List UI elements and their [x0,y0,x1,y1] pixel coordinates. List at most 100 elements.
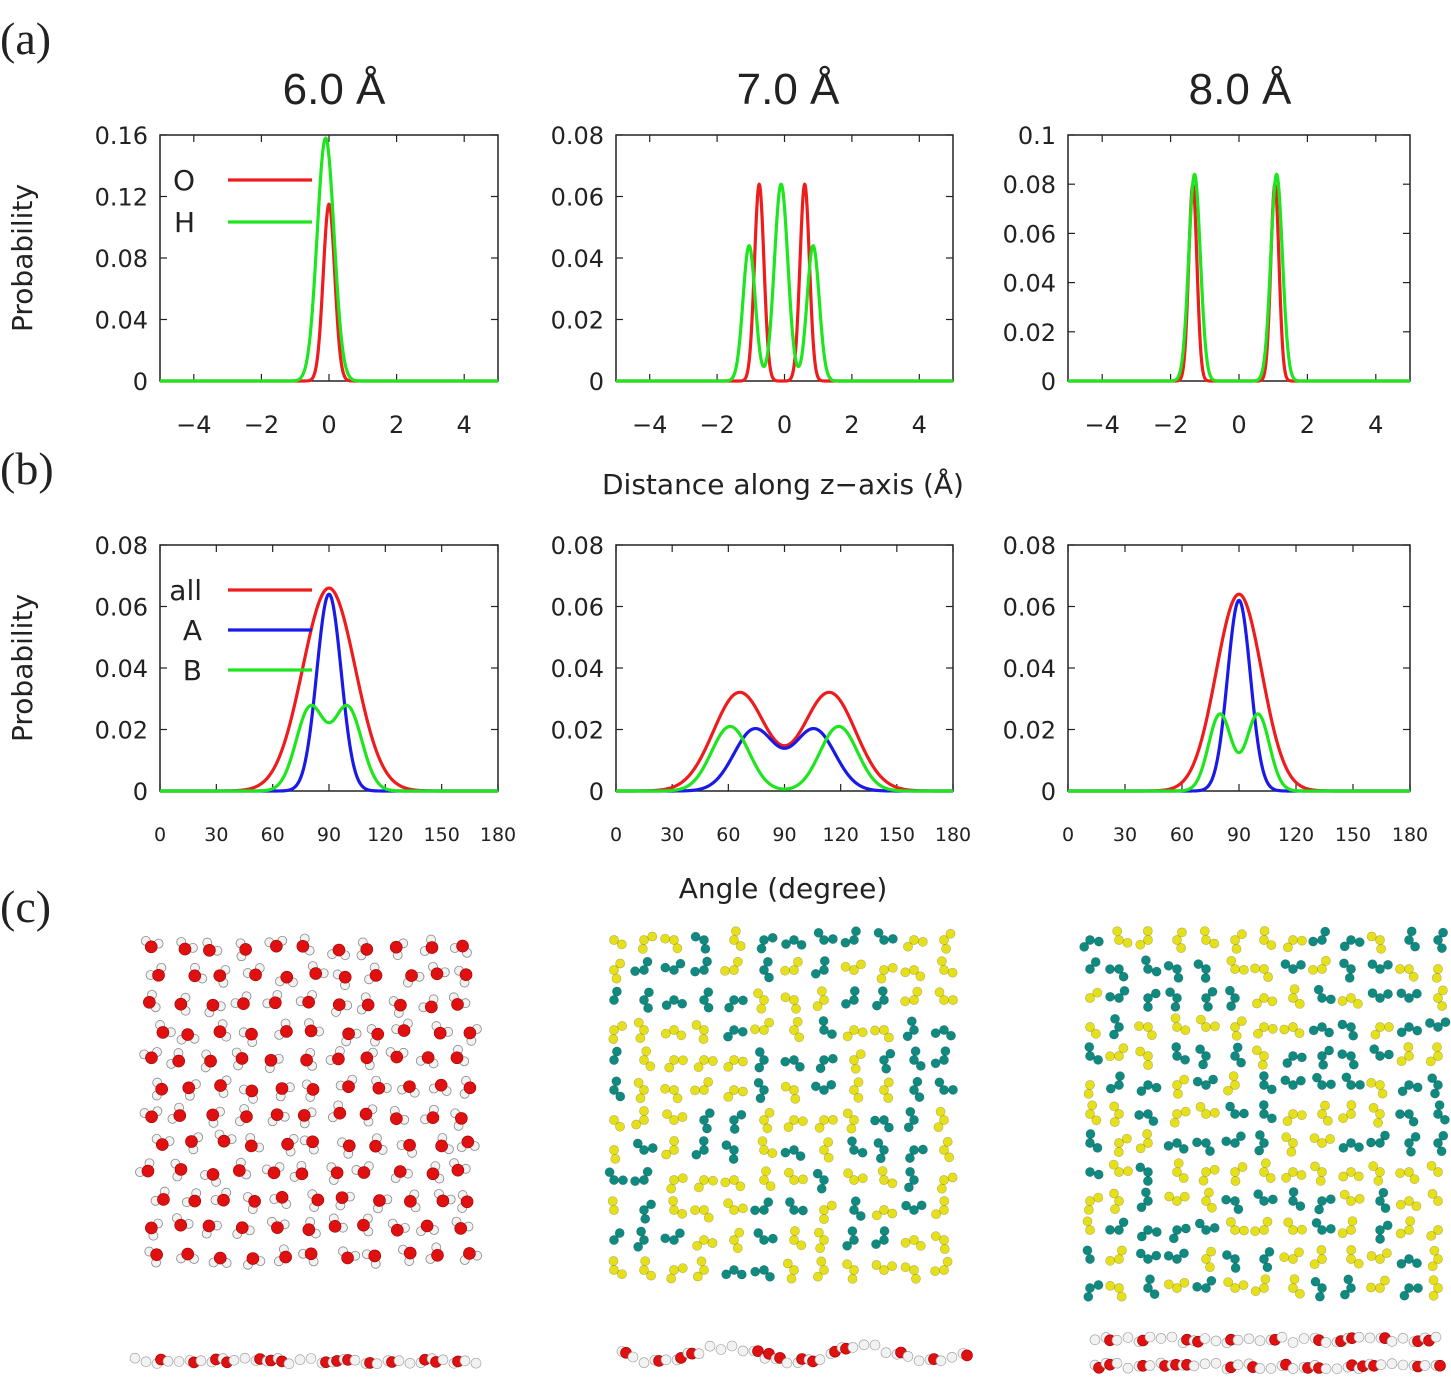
atom [909,1265,919,1275]
atom [723,1031,733,1042]
atom [1384,1049,1394,1060]
atom [877,986,888,996]
hydrogen-atom [660,1354,672,1366]
hydrogen-atom [902,1351,914,1362]
hydrogen-atom [1122,1332,1134,1343]
atom [1409,1174,1420,1184]
atom [669,1136,679,1146]
atom [1136,1231,1147,1242]
row-b-xlabel: Angle (degree) [679,872,888,905]
y-tick-label: 0.16 [95,122,148,150]
atom [1082,1216,1093,1227]
atom [1317,993,1327,1003]
hydrogen-atom [1386,1336,1398,1347]
atom [1135,1046,1146,1057]
hydrogen-atom [1254,1363,1266,1374]
atom [842,1259,852,1270]
y-tick-label: 0.02 [551,717,604,745]
oxygen-atom [420,1219,434,1233]
atom [1354,1142,1364,1152]
oxygen-atom [1434,1359,1446,1372]
atom [644,987,654,998]
structure-7A-top-view [604,926,958,1284]
atom [1427,1189,1438,1199]
atom [1354,1193,1365,1204]
atom [784,1167,794,1178]
atom [1353,998,1363,1009]
atom [1172,1225,1182,1235]
atom [1310,1276,1321,1287]
atom [789,1025,799,1035]
hydrogen-atom [1111,1357,1123,1369]
charts: 00.040.080.120.16−4 −2 0 2 4OH00.020.040.060… [95,122,1429,846]
oxygen-atom [391,1223,404,1237]
atom [1346,1245,1357,1255]
atom [1404,935,1414,945]
x-tick-label: 0 [610,824,622,846]
oxygen-atom [369,969,383,982]
atom [1230,964,1240,974]
atom [940,1046,951,1056]
atom [1091,1028,1101,1039]
hydrogen-atom [1320,1337,1332,1348]
atom [780,1147,791,1158]
x-tick-label: 150 [879,824,915,846]
y-tick-label: 0.08 [551,532,604,560]
atom [609,1115,619,1125]
atom [1201,1051,1211,1061]
atom [879,1055,889,1065]
oxygen-atom [213,1251,227,1265]
atom [1201,1167,1211,1177]
atom [934,1077,945,1088]
atom [1264,1247,1275,1257]
atom [1238,1280,1249,1290]
atom [1148,1116,1159,1127]
atom [780,1056,791,1067]
atom [702,1123,712,1134]
oxygen-atom [304,1024,318,1038]
atom [1221,1136,1232,1147]
atom [736,1269,747,1280]
atom [1117,1245,1127,1256]
atom [916,1200,927,1211]
atom [847,1274,858,1284]
atom [853,1092,864,1103]
atom [618,1175,628,1186]
hydrogen-atom [1419,1360,1431,1371]
oxygen-atom [174,1218,188,1232]
oxygen-atom [213,969,227,982]
atom [935,1106,946,1117]
atom [1338,1113,1348,1124]
atom [903,1122,914,1133]
atom [810,1081,821,1092]
atom [1308,1025,1319,1036]
structure-8A-side-view [1089,1331,1446,1375]
hydrogen-atom [1287,1337,1299,1348]
series-line-B [158,703,500,793]
atom [1296,1075,1306,1086]
atom [630,1176,640,1186]
atom [849,1115,859,1125]
hydrogen-atom [349,1354,361,1366]
x-tick-label: 0 [321,411,336,439]
panel-label-b: (b) [0,443,54,494]
atom [700,944,711,954]
atom [669,1085,679,1095]
hydrogen-atom [1287,1363,1299,1374]
atom [1172,1254,1182,1264]
atom [1237,929,1247,940]
atom [1259,1254,1269,1264]
x-tick-label: −4 [632,411,667,439]
atom [633,1017,644,1028]
atom [702,956,712,967]
x-tick-label: 0 [777,411,792,439]
atom [669,1175,679,1185]
atom [1179,1074,1190,1085]
atom [1239,1108,1249,1119]
atom [1433,935,1443,945]
atom [721,1140,732,1150]
atom [1263,972,1273,982]
atom [737,1026,748,1037]
oxygen-atom [188,1194,202,1208]
atom [615,1121,625,1132]
